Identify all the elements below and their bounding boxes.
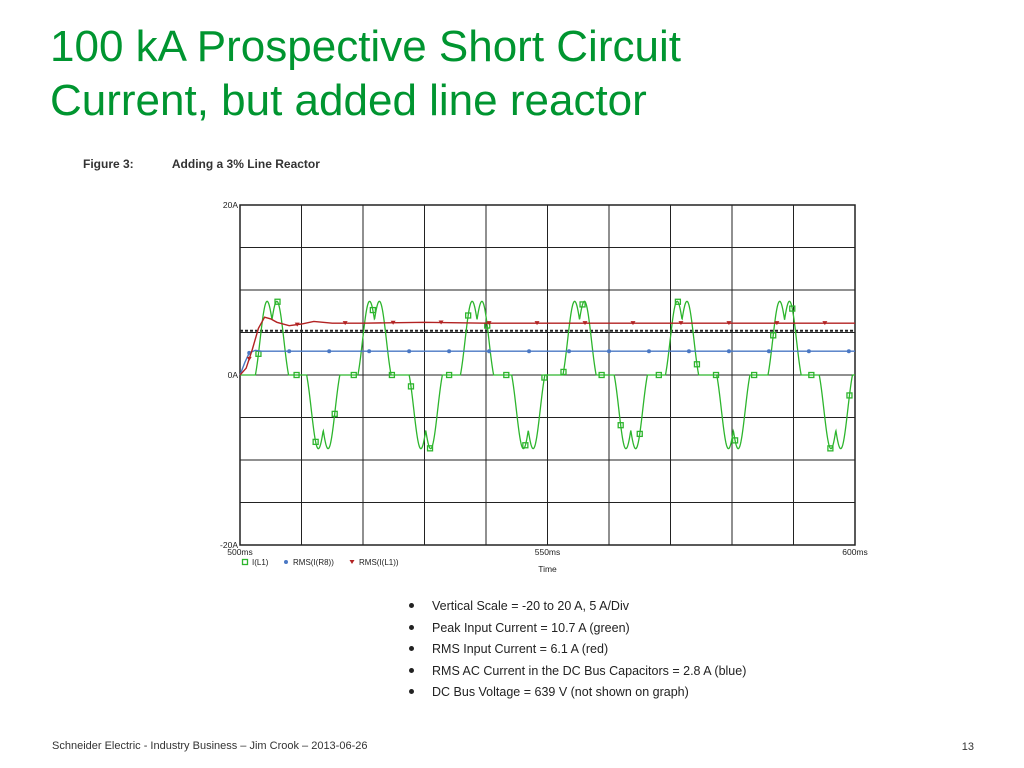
series-marker — [331, 410, 338, 418]
series-marker — [426, 445, 434, 452]
slide-title-line-1: 100 kA Prospective Short Circuit — [50, 22, 681, 71]
series-marker — [246, 356, 252, 361]
series-marker — [327, 349, 332, 354]
y-tick-label: 0A — [228, 370, 239, 380]
series-marker — [789, 305, 796, 312]
series-marker — [678, 321, 684, 326]
legend-entry: RMS(I(L1)) — [359, 558, 399, 567]
notes-list: Vertical Scale = -20 to 20 A, 5 A/Div Pe… — [405, 596, 746, 704]
series-marker — [646, 349, 651, 354]
y-tick-label: -20A — [220, 540, 238, 550]
series-marker — [438, 320, 444, 325]
series-marker — [726, 349, 731, 354]
series-marker — [607, 349, 611, 354]
series-marker — [827, 445, 834, 452]
figure-number: Figure 3: — [83, 157, 134, 171]
series-marker — [731, 437, 739, 444]
y-tick-label: 20A — [223, 200, 238, 210]
x-tick-label: 550ms — [535, 547, 561, 557]
series-marker — [388, 371, 396, 379]
series-marker — [560, 368, 567, 376]
series-marker — [655, 371, 662, 379]
series-marker — [527, 349, 532, 354]
series-marker — [293, 371, 300, 379]
series-marker — [674, 298, 682, 305]
series-marker — [693, 361, 701, 368]
series-marker — [350, 371, 357, 379]
series-marker — [445, 371, 453, 379]
series-marker — [712, 371, 720, 379]
series-marker — [808, 371, 815, 379]
series-marker — [567, 349, 572, 354]
page-number: 13 — [961, 741, 974, 753]
series-marker — [294, 322, 300, 327]
series-marker — [617, 422, 624, 429]
series-i-l1 — [240, 298, 855, 452]
chart-legend: I(L1) RMS(I(R8)) RMS(I(L1)) — [241, 558, 399, 567]
series-marker — [287, 349, 292, 354]
slide-title: 100 kA Prospective Short Circuit Current… — [50, 20, 950, 128]
series-marker — [349, 560, 355, 564]
legend-entry: RMS(I(R8)) — [293, 558, 334, 567]
slide-title-line-2: Current, but added line reactor — [50, 76, 647, 125]
series-marker — [407, 349, 412, 354]
series-marker — [541, 374, 548, 381]
note-dc-bus-voltage: DC Bus Voltage = 639 V (not shown on gra… — [405, 682, 746, 704]
series-marker — [465, 312, 472, 319]
series-marker — [503, 371, 510, 379]
series-marker — [522, 442, 529, 449]
series-marker — [598, 371, 605, 379]
series-marker — [774, 321, 780, 326]
series-marker — [486, 321, 492, 326]
series-marker — [342, 321, 348, 326]
series-rms-i-l1- — [239, 316, 855, 376]
series-marker — [726, 321, 732, 326]
series-marker — [284, 560, 288, 564]
series-marker — [407, 383, 415, 390]
series-marker — [766, 349, 771, 354]
note-rms-input-current: RMS Input Current = 6.1 A (red) — [405, 639, 746, 661]
series-line — [239, 316, 855, 376]
series-marker — [367, 349, 372, 354]
legend-entry: I(L1) — [252, 558, 269, 567]
figure-caption-text: Adding a 3% Line Reactor — [171, 157, 320, 171]
footer-text: Schneider Electric - Industry Business –… — [52, 740, 368, 752]
series-marker — [686, 349, 691, 354]
series-marker — [534, 321, 540, 326]
series-marker — [312, 438, 319, 446]
series-marker — [579, 301, 586, 308]
series-marker — [447, 349, 452, 354]
series-marker — [487, 349, 492, 354]
x-tick-label: 600ms — [842, 547, 868, 557]
figure-caption: Figure 3: Adding a 3% Line Reactor — [83, 157, 320, 171]
x-axis-label: Time — [538, 564, 557, 574]
series-marker — [822, 321, 828, 326]
note-rms-capacitor-current: RMS AC Current in the DC Bus Capacitors … — [405, 661, 746, 683]
series-marker — [390, 320, 396, 325]
series-marker — [582, 321, 588, 326]
chart-series — [239, 298, 855, 452]
series-marker — [241, 558, 249, 566]
note-vertical-scale: Vertical Scale = -20 to 20 A, 5 A/Div — [405, 596, 746, 618]
series-marker — [770, 332, 777, 339]
note-peak-current: Peak Input Current = 10.7 A (green) — [405, 618, 746, 640]
series-marker — [750, 371, 758, 379]
series-marker — [274, 298, 281, 305]
series-marker — [846, 349, 851, 354]
series-marker — [806, 349, 811, 354]
x-tick-label: 500ms — [227, 547, 253, 557]
series-marker — [369, 306, 376, 314]
series-marker — [636, 430, 643, 438]
series-marker — [630, 321, 636, 326]
series-marker — [846, 392, 853, 399]
